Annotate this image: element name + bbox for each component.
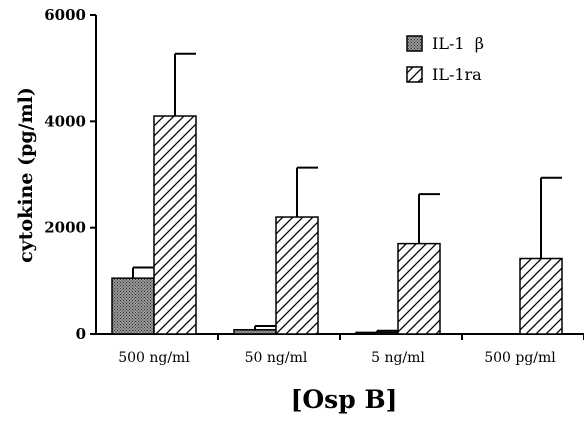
y-tick-label: 2000: [44, 219, 86, 237]
bar-il1b: [111, 277, 155, 335]
legend-swatch: [406, 35, 423, 52]
bar-il1ra: [153, 115, 197, 335]
legend-label: IL-1ra: [432, 65, 482, 84]
bar-il1ra: [275, 216, 319, 335]
x-category-label: 500 ng/ml: [118, 350, 190, 366]
x-axis-label: [Osp B]: [291, 385, 398, 414]
y-axis-label: cytokine (pg/ml): [15, 87, 37, 263]
error-bars: [132, 52, 562, 333]
legend-swatch: [406, 66, 423, 83]
y-tick-label: 0: [76, 325, 86, 343]
x-axis-ticks: 500 ng/ml 50 ng/ml 5 ng/ml 500 pg/ml: [118, 334, 584, 366]
x-category-label: 50 ng/ml: [245, 350, 308, 366]
x-category-label: 5 ng/ml: [371, 350, 425, 366]
y-tick-label: 4000: [44, 112, 86, 130]
bars: [111, 115, 563, 335]
y-axis-ticks: 0 2000 4000 6000: [44, 6, 96, 343]
bar-il1b: [355, 331, 399, 335]
legend: IL-1 β IL-1ra: [406, 34, 484, 84]
x-category-label: 500 pg/ml: [484, 350, 556, 366]
bar-il1ra: [519, 257, 563, 335]
bar-il1ra: [397, 242, 441, 335]
legend-label: IL-1 β: [432, 34, 484, 53]
y-tick-label: 6000: [44, 6, 86, 24]
bar-il1b: [233, 328, 277, 335]
